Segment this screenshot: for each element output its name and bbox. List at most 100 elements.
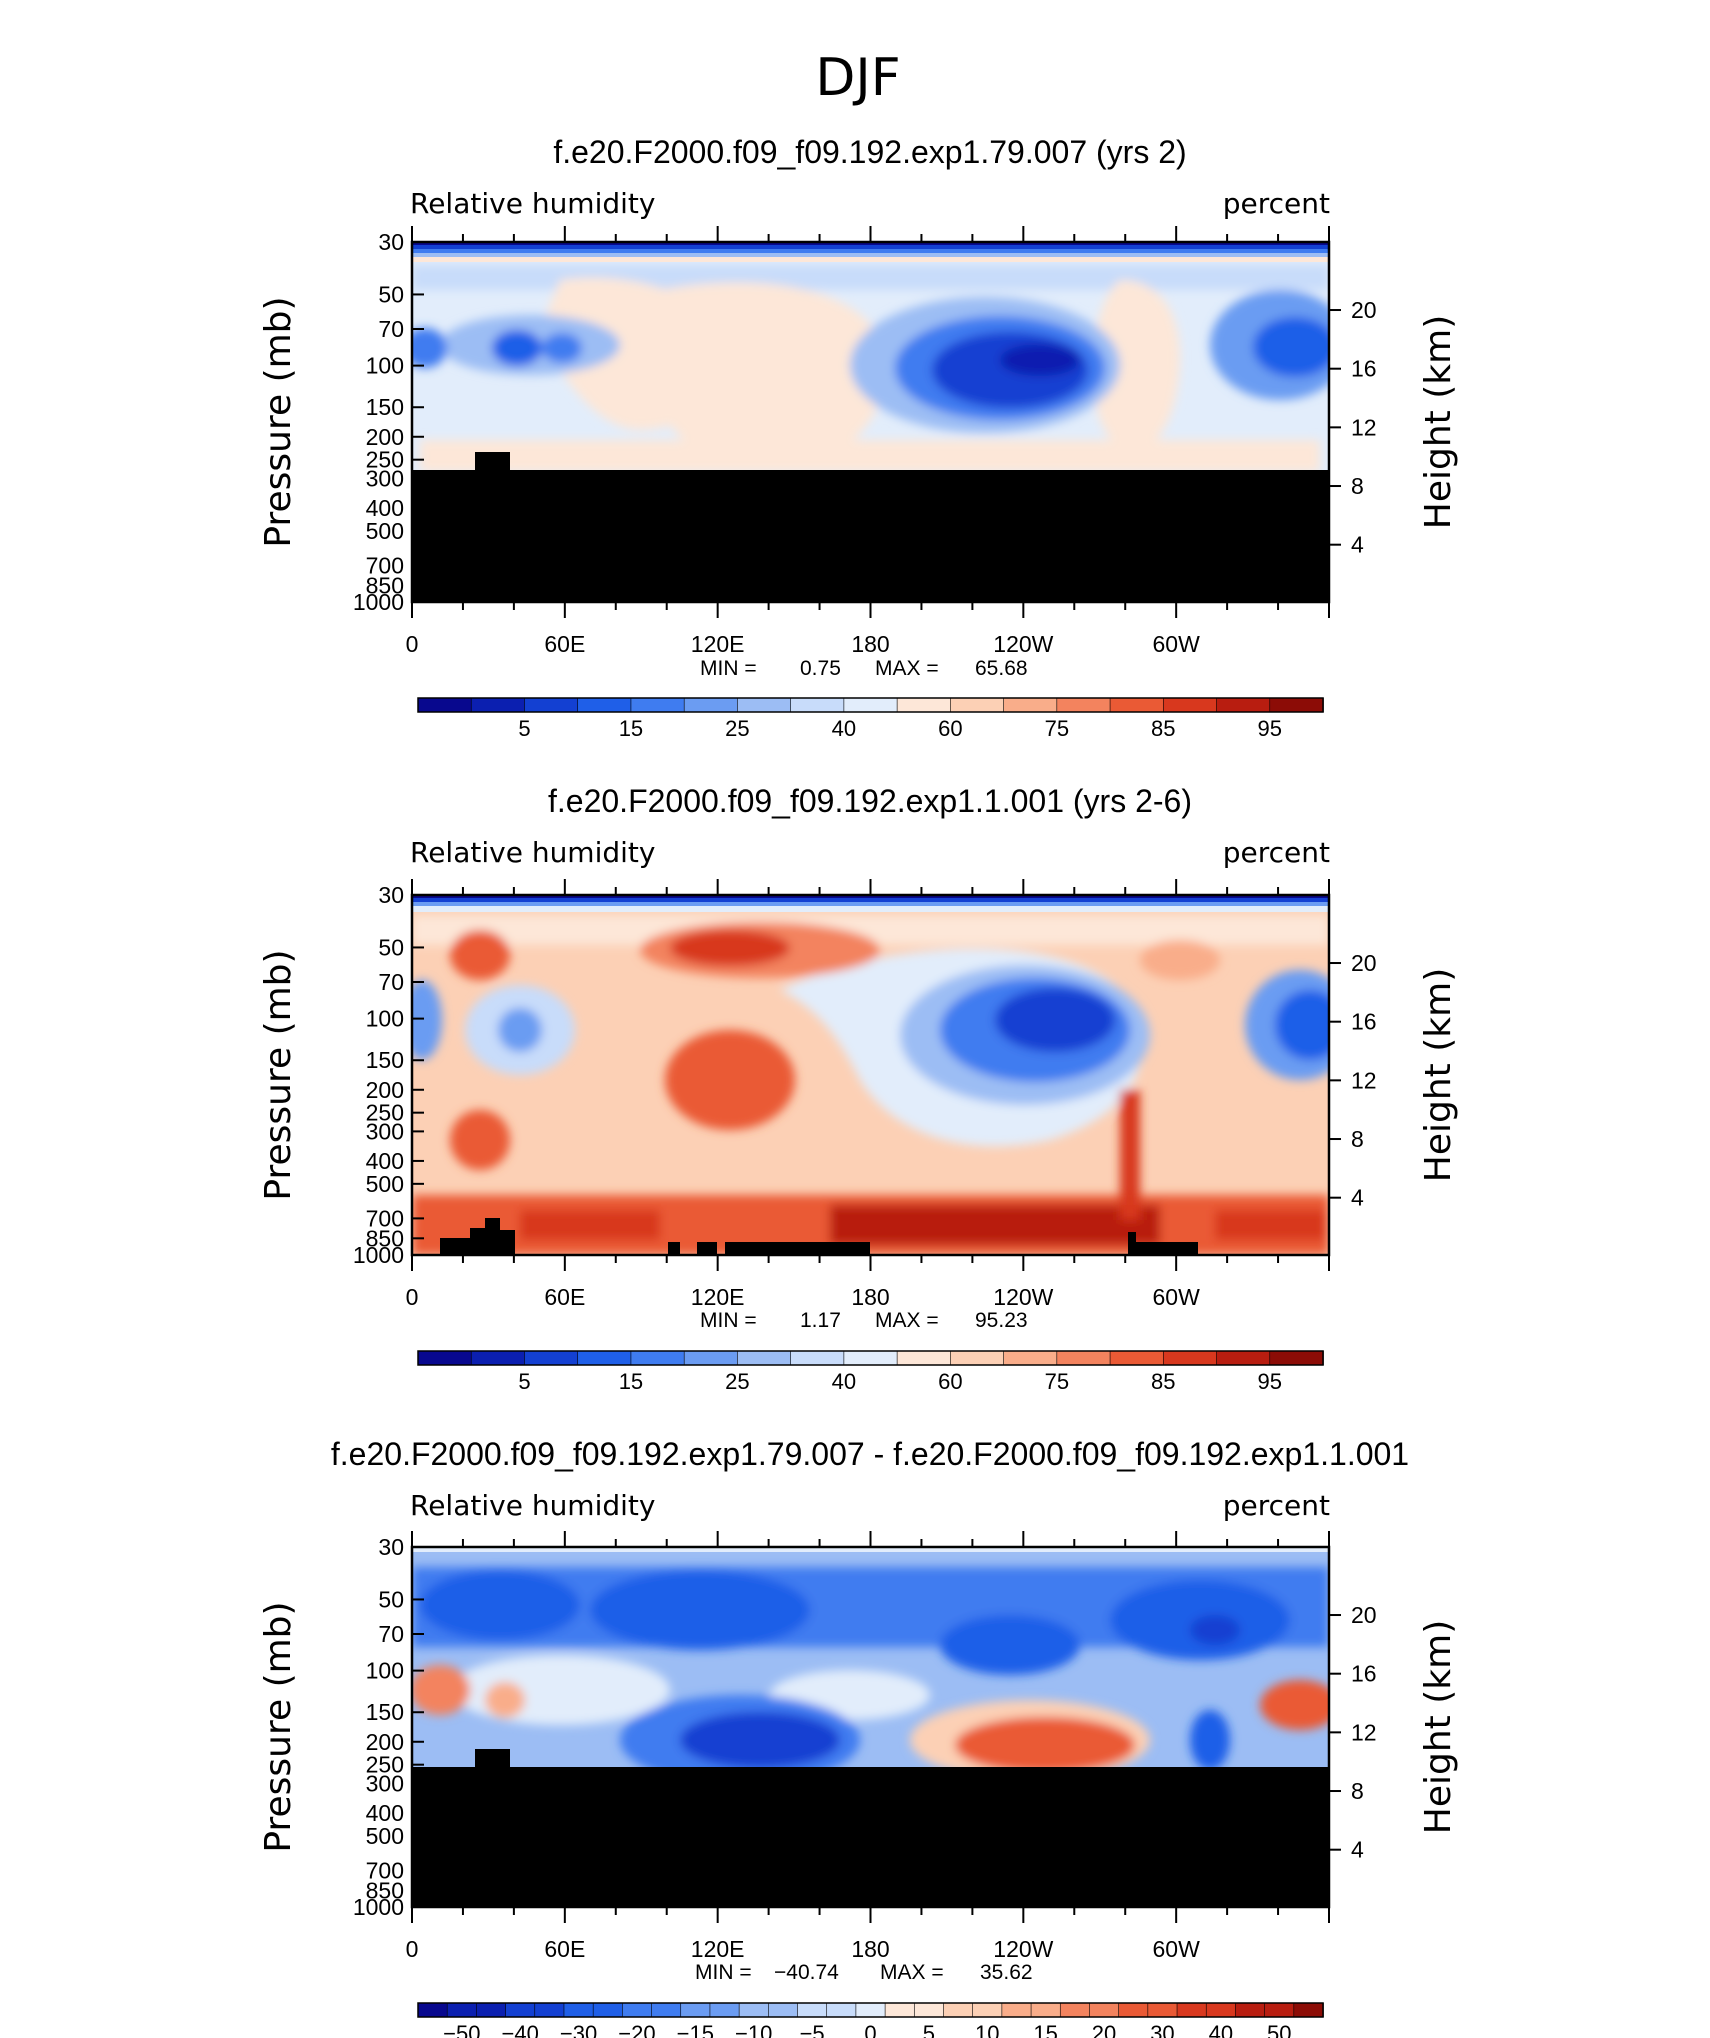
colorbar-box xyxy=(855,2002,886,2018)
panel-1-warm-patch-center xyxy=(640,282,885,470)
colorbar-box xyxy=(1269,697,1324,713)
colorbar-box xyxy=(1269,1350,1324,1366)
x-tick-label: 120E xyxy=(691,631,745,657)
y-tick-label: 1000 xyxy=(353,589,404,615)
y-tick-label: 300 xyxy=(366,465,404,491)
panel-2-moist-west-mid xyxy=(450,1110,510,1170)
colorbar-label: 15 xyxy=(619,716,643,741)
panel-1-variable-label: Relative humidity xyxy=(410,187,655,220)
panel-2-boundary-core-center xyxy=(830,1205,1160,1245)
panel-1-contour-field xyxy=(412,242,1329,602)
colorbar-box xyxy=(417,1350,473,1366)
colorbar-box xyxy=(737,697,792,713)
panel-1-upper-band xyxy=(412,265,1329,290)
colorbar-label: 5 xyxy=(518,1369,530,1394)
panel-3-neutral-west xyxy=(450,1655,670,1725)
panel-3-units-label: percent xyxy=(1223,1489,1330,1522)
panel-3-dry-mid-east xyxy=(940,1615,1080,1675)
panel-2-top-band-1 xyxy=(412,895,1329,898)
panel-3-moist-west xyxy=(485,1682,525,1718)
y-right-tick-label: 20 xyxy=(1351,950,1377,976)
colorbar-label: 40 xyxy=(832,1369,856,1394)
panel-3-title: f.e20.F2000.f09_f09.192.exp1.79.007 - f.… xyxy=(331,1436,1409,1472)
y-tick-label: 250 xyxy=(366,447,404,473)
y-axis-title: Pressure (mb) xyxy=(258,1601,299,1852)
colorbar-label: 20 xyxy=(1092,2021,1116,2038)
colorbar-box xyxy=(651,2002,682,2018)
colorbar-box xyxy=(972,2002,1003,2018)
colorbar-label: 5 xyxy=(518,716,530,741)
y-right-tick-label: 4 xyxy=(1351,532,1364,558)
colorbar-box xyxy=(470,1350,526,1366)
y-tick-label: 850 xyxy=(366,1877,404,1903)
colorbar-box xyxy=(592,2002,624,2018)
x-tick-label: 60E xyxy=(544,1284,585,1310)
y-axis-title: Pressure (mb) xyxy=(258,296,299,547)
x-tick-label: 180 xyxy=(851,631,889,657)
y-tick-label: 700 xyxy=(366,1857,404,1883)
colorbar-box xyxy=(1030,2002,1062,2018)
y-tick-label: 50 xyxy=(378,1586,404,1612)
panel-1-dry-east-inner xyxy=(1253,317,1329,377)
panel-2-topography-c xyxy=(725,1242,870,1255)
colorbar-box xyxy=(738,2002,770,2018)
colorbar-box xyxy=(524,697,579,713)
colorbar-label: 85 xyxy=(1151,1369,1175,1394)
colorbar-box xyxy=(1089,2002,1120,2018)
x-tick-label: 180 xyxy=(851,1284,889,1310)
panel-2-minmax: MIN = 1.17 MAX = 95.23 xyxy=(700,1309,1028,1332)
y-tick-label: 30 xyxy=(378,882,404,908)
colorbar-label: 75 xyxy=(1045,1369,1069,1394)
panel-3-dry-low-center-inner xyxy=(680,1712,840,1768)
colorbar-box xyxy=(1003,697,1058,713)
y-right-tick-label: 8 xyxy=(1351,1778,1364,1804)
colorbar-box xyxy=(680,2002,711,2018)
panel-1-min-value: 0.75 xyxy=(800,657,841,680)
colorbar-box xyxy=(943,2002,974,2018)
y-tick-label: 500 xyxy=(366,1823,404,1849)
y-tick-label: 70 xyxy=(378,1621,404,1647)
y-tick-label: 700 xyxy=(366,552,404,578)
colorbar-box xyxy=(790,697,845,713)
panel-2-moist-center xyxy=(665,1030,795,1130)
colorbar-label: −30 xyxy=(560,2021,597,2038)
panel-1-land-mask xyxy=(412,470,1329,602)
panel-3-topography-peak xyxy=(475,1749,510,1769)
x-tick-label: 0 xyxy=(406,1284,419,1310)
panel-1-title: f.e20.F2000.f09_f09.192.exp1.79.007 (yrs… xyxy=(553,134,1186,170)
colorbar-box xyxy=(683,1350,739,1366)
y-tick-label: 850 xyxy=(366,1225,404,1251)
colorbar-box xyxy=(843,697,898,713)
y-tick-label: 1000 xyxy=(353,1242,404,1268)
x-tick-label: 120W xyxy=(993,1284,1053,1310)
panel-1-dry-edge-west xyxy=(412,328,447,368)
colorbar-frame xyxy=(417,2002,1324,2018)
colorbar-label: 95 xyxy=(1258,716,1282,741)
colorbar-box xyxy=(577,697,632,713)
colorbar-label: 85 xyxy=(1151,716,1175,741)
colorbar-label: 5 xyxy=(923,2021,935,2038)
colorbar-box xyxy=(622,2002,653,2018)
colorbar-box xyxy=(1162,697,1218,713)
colorbar-label: 15 xyxy=(619,1369,643,1394)
x-tick-label: 120W xyxy=(993,1936,1053,1962)
y-tick-label: 250 xyxy=(366,1100,404,1126)
y-right-tick-label: 12 xyxy=(1351,414,1377,440)
x-tick-label: 0 xyxy=(406,631,419,657)
colorbar-box xyxy=(524,1350,579,1366)
colorbar-label: −20 xyxy=(618,2021,655,2038)
y-right-tick-label: 8 xyxy=(1351,1126,1364,1152)
y-tick-label: 150 xyxy=(366,1047,404,1073)
y-right-tick-label: 16 xyxy=(1351,356,1377,382)
panel-2-min-label: MIN = xyxy=(700,1309,757,1332)
y-right-tick-label: 8 xyxy=(1351,473,1364,499)
y-tick-label: 200 xyxy=(366,1077,404,1103)
y-tick-label: 100 xyxy=(366,1658,404,1684)
colorbar-box xyxy=(1216,1350,1271,1366)
y-right-tick-label: 16 xyxy=(1351,1009,1377,1035)
colorbar-frame xyxy=(417,1350,1324,1366)
panel-2-moist-band-core xyxy=(670,930,790,966)
x-tick-label: 180 xyxy=(851,1936,889,1962)
panel-1-warm-patch-east xyxy=(1092,280,1180,453)
